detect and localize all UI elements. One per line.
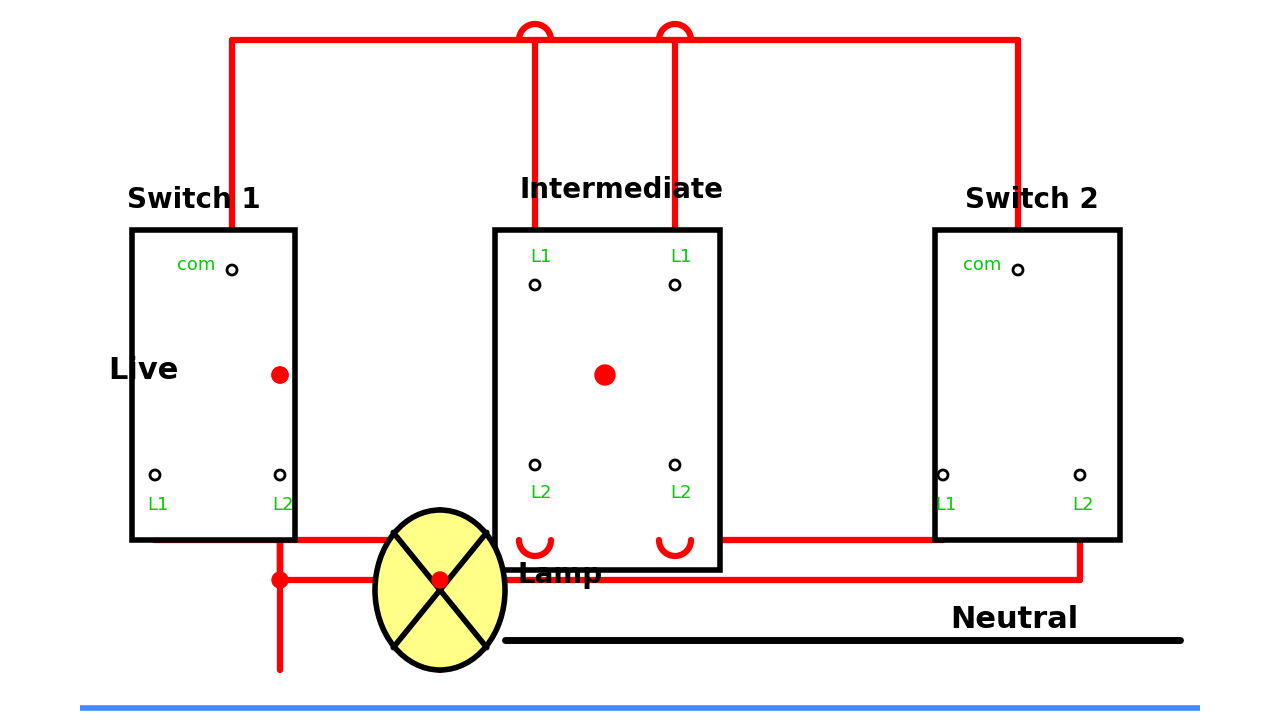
Text: Switch 1: Switch 1 <box>127 186 261 214</box>
Text: L2: L2 <box>273 496 293 514</box>
Circle shape <box>530 460 540 470</box>
Circle shape <box>273 572 288 588</box>
Circle shape <box>938 470 948 480</box>
Circle shape <box>1012 265 1023 275</box>
Circle shape <box>1075 470 1085 480</box>
Circle shape <box>669 460 680 470</box>
Text: L2: L2 <box>530 484 552 502</box>
Bar <box>495 230 719 570</box>
Circle shape <box>530 280 540 290</box>
Text: Live: Live <box>108 356 178 384</box>
Text: L1: L1 <box>934 496 956 514</box>
Text: L1: L1 <box>669 248 691 266</box>
Circle shape <box>433 572 448 588</box>
Ellipse shape <box>375 510 506 670</box>
Bar <box>934 230 1120 540</box>
Text: L1: L1 <box>530 248 552 266</box>
Circle shape <box>273 367 288 383</box>
Text: Switch 2: Switch 2 <box>965 186 1098 214</box>
Text: com: com <box>963 256 1001 274</box>
Circle shape <box>595 365 614 385</box>
Bar <box>132 230 294 540</box>
Circle shape <box>150 470 160 480</box>
Text: Lamp: Lamp <box>517 561 602 589</box>
Text: L2: L2 <box>669 484 691 502</box>
Text: Neutral: Neutral <box>950 606 1078 634</box>
Text: com: com <box>177 256 215 274</box>
Text: Intermediate: Intermediate <box>520 176 724 204</box>
Circle shape <box>227 265 237 275</box>
Text: L2: L2 <box>1071 496 1093 514</box>
Circle shape <box>273 367 288 383</box>
Circle shape <box>275 470 285 480</box>
Circle shape <box>669 280 680 290</box>
Text: L1: L1 <box>147 496 169 514</box>
